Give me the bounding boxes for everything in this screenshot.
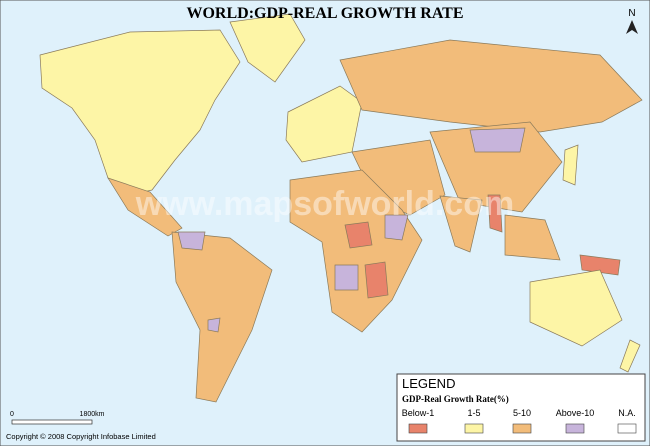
zimbabwe [364,261,389,299]
legend: LEGEND GDP-Real Growth Rate(%) Below-1 1-… [396,373,646,442]
north-america [39,29,241,196]
central-africa [344,221,373,249]
scale-start: 0 [10,411,14,418]
watermark: www.mapsofworld.com [135,185,514,223]
legend-label: N.A. [618,408,636,418]
scale-rect [11,419,93,425]
angola [334,264,359,291]
myanmar [487,194,503,233]
mongolia [469,127,526,153]
legend-label: 1-5 [467,408,480,418]
japan [562,144,579,186]
new-zealand [619,339,641,373]
venezuela [177,231,206,251]
legend-title: GDP-Real Growth Rate(%) [402,394,509,404]
china [429,121,563,213]
south-america [171,231,273,403]
legend-swatch [464,423,484,434]
legend-swatch [408,423,428,434]
southeast-asia [504,214,561,261]
legend-heading: LEGEND [402,376,455,391]
russia [339,39,643,133]
australia [529,269,623,347]
legend-label: Below-1 [402,408,435,418]
greenland [229,13,306,83]
africa [289,169,423,333]
legend-label: Above-10 [556,408,595,418]
new-guinea [579,254,621,276]
map-title: WORLD:GDP-REAL GROWTH RATE [186,5,463,22]
scale-end: 1800km [80,411,105,418]
north-arrow-shape [626,20,638,34]
uruguay [207,317,221,333]
regions [39,13,643,403]
legend-swatch [565,423,585,434]
india [439,195,483,253]
legend-swatch [617,423,637,434]
legend-label: 5-10 [513,408,531,418]
scale-bar: 0 1800km [10,411,105,425]
north-label: N [628,8,635,19]
north-arrow: N [626,8,638,34]
copyright: Copyright © 2008 Copyright Infobase Limi… [6,432,156,441]
legend-swatch [512,423,532,434]
ethiopia [384,214,409,241]
